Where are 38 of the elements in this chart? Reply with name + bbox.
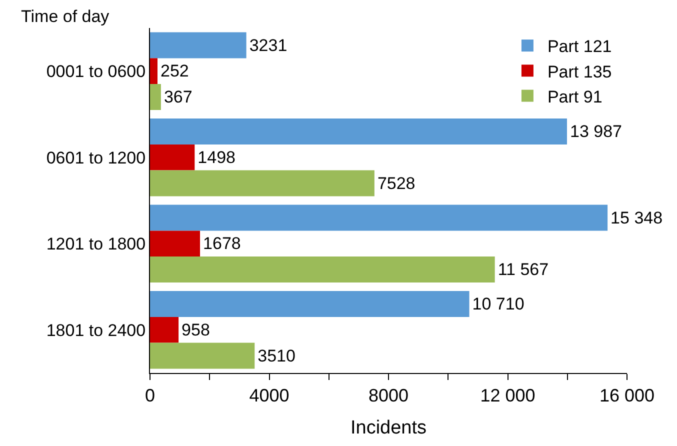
y-axis-title: Time of day <box>21 7 110 26</box>
bar <box>150 230 200 257</box>
bar <box>150 58 158 84</box>
data-label: 11 567 <box>498 260 549 279</box>
bar <box>150 316 179 343</box>
y-tick-label: 0001 to 0600 <box>46 62 146 82</box>
bar <box>150 118 567 144</box>
y-tick-label: 0601 to 1200 <box>46 148 146 168</box>
bar <box>150 256 495 282</box>
data-label: 3231 <box>249 36 288 55</box>
bar <box>150 32 246 58</box>
bar <box>150 84 161 110</box>
data-label: 367 <box>164 88 192 106</box>
x-axis-title: Incidents <box>350 417 427 438</box>
bar <box>150 144 195 170</box>
data-label: 10 710 <box>472 294 524 314</box>
data-label: 3510 <box>258 346 296 366</box>
x-tick-label: 12 000 <box>480 386 536 406</box>
x-tick-label: 16 000 <box>599 386 655 406</box>
x-tick-label: 4000 <box>249 386 290 406</box>
legend-label: Part 135 <box>547 62 612 82</box>
data-label: 252 <box>160 62 189 81</box>
bar <box>150 204 608 231</box>
bar <box>150 170 374 196</box>
y-tick-label: 1201 to 1800 <box>46 234 146 254</box>
data-label: 15 348 <box>610 208 663 228</box>
data-label: 1678 <box>203 234 241 254</box>
y-tick-label: 1801 to 2400 <box>46 320 146 340</box>
bar <box>150 291 470 317</box>
legend-label: Part 121 <box>547 37 612 56</box>
x-tick-label: 8000 <box>368 386 409 406</box>
data-label: 7528 <box>377 174 416 193</box>
data-label: 1498 <box>198 148 236 167</box>
data-label: 958 <box>182 320 210 340</box>
legend-label: Part 91 <box>547 87 602 106</box>
x-tick-label: 0 <box>144 386 156 406</box>
data-label: 13 987 <box>570 122 622 141</box>
bar <box>150 342 255 369</box>
